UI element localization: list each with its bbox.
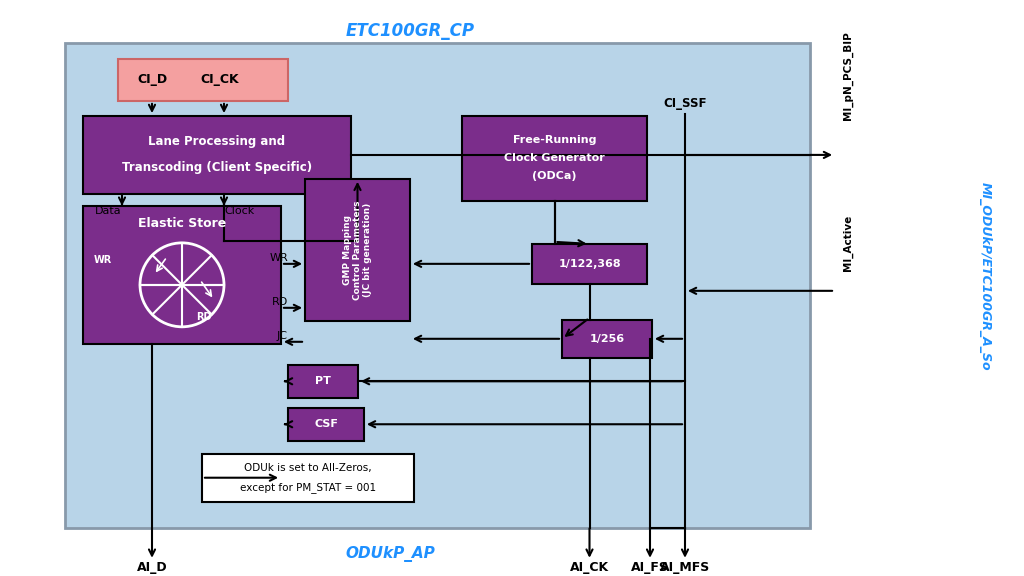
Bar (83, 206, 281, 344)
Bar (118, 59, 288, 101)
Text: (ODCa): (ODCa) (532, 172, 577, 181)
Text: ODUk is set to All-Zeros,: ODUk is set to All-Zeros, (244, 463, 372, 473)
Text: Transcoding (Client Specific): Transcoding (Client Specific) (122, 161, 312, 175)
Text: except for PM_STAT = 001: except for PM_STAT = 001 (240, 482, 376, 493)
Bar (305, 179, 410, 321)
Text: Elastic Store: Elastic Store (138, 217, 226, 230)
Bar (462, 116, 647, 201)
Text: RD: RD (271, 297, 288, 307)
Text: WR: WR (269, 253, 288, 263)
Text: Data: Data (95, 206, 122, 216)
Bar (65, 43, 810, 528)
Text: CSF: CSF (314, 419, 338, 429)
Bar (288, 408, 364, 441)
Text: RD: RD (197, 312, 212, 322)
Text: 1/122,368: 1/122,368 (558, 259, 621, 269)
Text: ETC100GR_CP: ETC100GR_CP (345, 22, 474, 40)
Text: CI_SSF: CI_SSF (664, 97, 707, 111)
Text: Lane Processing and: Lane Processing and (148, 135, 286, 149)
Text: AI_D: AI_D (136, 561, 167, 574)
Text: CI_CK: CI_CK (201, 74, 240, 86)
Bar (532, 244, 647, 284)
Text: GMP Mapping
Control Parameters
(JC bit generation): GMP Mapping Control Parameters (JC bit g… (343, 200, 373, 300)
Text: 1/256: 1/256 (590, 334, 625, 344)
Text: Clock Generator: Clock Generator (504, 153, 605, 164)
Text: WR: WR (94, 255, 112, 265)
Text: ODUkP_AP: ODUkP_AP (345, 545, 435, 562)
Text: MI_ODUkP/ETC100GR_A_So: MI_ODUkP/ETC100GR_A_So (979, 181, 991, 370)
Text: CI_D: CI_D (137, 74, 167, 86)
Text: JC: JC (278, 331, 288, 341)
Text: PT: PT (315, 376, 331, 386)
Text: MI_pN_PCS_BIP: MI_pN_PCS_BIP (843, 31, 853, 120)
Text: Free-Running: Free-Running (513, 135, 596, 145)
Bar (562, 320, 652, 358)
Text: AI_CK: AI_CK (570, 561, 609, 574)
Text: AI_FS: AI_FS (631, 561, 669, 574)
Bar (202, 454, 414, 502)
Bar (288, 365, 358, 398)
Text: Clock: Clock (224, 206, 254, 216)
Text: MI_Active: MI_Active (843, 215, 853, 271)
Text: AI_MFS: AI_MFS (659, 561, 710, 574)
Bar (83, 116, 351, 194)
